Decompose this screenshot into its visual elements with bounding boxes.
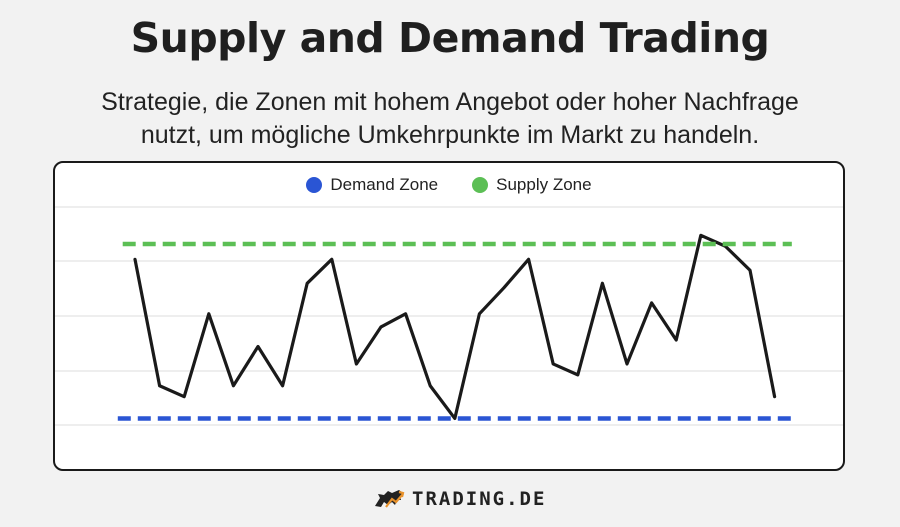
- brand-text: TRADING.DE: [412, 488, 547, 510]
- price-chart: [55, 206, 843, 426]
- legend-dot-demand: [306, 177, 323, 193]
- page-subtitle: Strategie, die Zonen mit hohem Angebot o…: [40, 86, 860, 152]
- subtitle-line-1: Strategie, die Zonen mit hohem Angebot o…: [101, 88, 799, 116]
- brand-logo[interactable]: TRADING.DE: [372, 484, 546, 514]
- legend-item-supply: Supply Zone: [472, 175, 592, 195]
- legend-label-demand: Demand Zone: [330, 175, 439, 194]
- legend-item-demand: Demand Zone: [306, 175, 438, 195]
- legend-label-supply: Supply Zone: [496, 175, 592, 194]
- chart-legend: Demand Zone Supply Zone: [55, 175, 843, 195]
- chart-panel: Demand Zone Supply Zone: [53, 161, 845, 471]
- legend-dot-supply: [472, 177, 489, 193]
- bull-icon: [375, 490, 405, 508]
- subtitle-line-2: nutzt, um mögliche Umkehrpunkte im Markt…: [140, 121, 760, 149]
- page-title: Supply and Demand Trading: [130, 14, 770, 62]
- price-line: [133, 233, 777, 421]
